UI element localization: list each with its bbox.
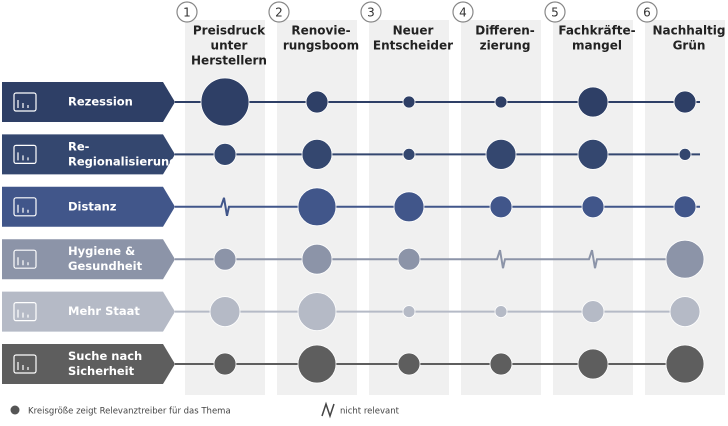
row-label: Suche nach	[68, 349, 142, 363]
relevance-circle	[665, 344, 705, 384]
relevance-circle	[673, 90, 697, 114]
relevance-circle	[581, 195, 605, 219]
legend-text: Kreisgröße zeigt Relevanztreiber für das…	[28, 407, 231, 417]
icon-detail	[17, 309, 29, 318]
row-label-box	[2, 82, 175, 122]
relevance-circle	[297, 292, 337, 332]
row-label-box	[2, 291, 175, 332]
column-number-badge	[360, 1, 382, 23]
relevance-circle	[665, 239, 705, 279]
icon-detail	[17, 257, 29, 266]
row-label-box	[2, 239, 175, 280]
row-label: Sicherheit	[68, 364, 135, 378]
icon-detail	[17, 152, 29, 161]
column-number: 1	[183, 6, 191, 20]
column-number: 6	[643, 6, 651, 20]
column-number-badge	[452, 1, 474, 23]
relevance-circle	[305, 90, 329, 114]
column-header: Preisdruck	[193, 24, 266, 38]
row-label-box	[2, 186, 175, 227]
relevance-circle	[494, 305, 508, 319]
column-header: mangel	[572, 39, 622, 53]
relevance-circle	[669, 296, 701, 328]
row-label: Mehr Staat	[68, 304, 140, 318]
not-relevant-mark	[491, 249, 511, 269]
relevance-circle	[209, 296, 241, 328]
icon-shape	[13, 197, 37, 217]
relevance-circle	[402, 95, 416, 109]
relevance-circle	[402, 305, 416, 319]
column-header: Herstellern	[191, 54, 267, 68]
column-header: Renovie-	[291, 24, 350, 38]
column-header: Grün	[673, 39, 706, 53]
column-header: unter	[211, 39, 248, 53]
relevance-circle	[673, 195, 697, 219]
not-relevant-mark	[583, 249, 603, 269]
legend-circle	[10, 405, 20, 415]
relevance-circle	[581, 300, 605, 324]
column-number: 3	[367, 6, 375, 20]
relevance-circle	[301, 243, 333, 275]
column-header: Nachhaltig	[653, 24, 726, 38]
column-number: 2	[275, 6, 283, 20]
icon-detail	[17, 362, 29, 370]
relevance-circle	[489, 195, 513, 219]
relevance-circle	[393, 191, 425, 223]
relevance-circle	[577, 138, 609, 170]
icon-shape	[13, 302, 37, 322]
row-label: Re-	[68, 139, 90, 153]
relevance-circle	[297, 187, 337, 227]
row-icon	[13, 302, 37, 322]
relevance-circle	[213, 247, 237, 271]
relevance-circle	[678, 147, 692, 161]
column-header: Fachkräfte-	[558, 24, 635, 38]
row-label: Distanz	[68, 199, 117, 213]
icon-detail	[17, 204, 29, 213]
row-label: Hygiene &	[68, 244, 135, 258]
legend-text: nicht relevant	[340, 407, 400, 417]
icon-detail	[17, 100, 29, 108]
row-label: Rezession	[68, 95, 133, 109]
row-icon	[13, 197, 37, 217]
column-header: zierung	[480, 39, 531, 53]
relevance-circle	[485, 138, 517, 170]
row-icon	[13, 354, 37, 374]
relevance-circle	[397, 352, 421, 376]
icon-shape	[13, 249, 37, 269]
row-label: Gesundheit	[68, 259, 143, 273]
relevance-circle	[397, 247, 421, 271]
relevance-circle	[489, 352, 513, 376]
relevance-circle	[297, 344, 337, 384]
not-relevant-mark	[215, 197, 235, 217]
column-number-badge	[636, 1, 658, 23]
relevance-circle	[577, 86, 609, 118]
column-header: Entscheider	[373, 39, 453, 53]
column-number-badge	[268, 1, 290, 23]
legend-zigzag	[321, 401, 335, 419]
row-label-box	[2, 134, 175, 175]
row-icon	[13, 249, 37, 269]
icon-shape	[13, 92, 37, 112]
column-header: rungsboom	[283, 39, 359, 53]
column-number: 5	[551, 6, 559, 20]
relevance-circle	[577, 348, 609, 380]
row-label-box	[2, 344, 175, 384]
row-label: Regionalisierung	[68, 154, 177, 168]
icon-shape	[13, 144, 37, 164]
relevance-circle	[213, 352, 237, 376]
relevance-circle	[402, 147, 416, 161]
column-header: Neuer	[393, 24, 434, 38]
column-number-badge	[544, 1, 566, 23]
relevance-circle	[200, 77, 250, 127]
column-header: Differen-	[475, 24, 535, 38]
column-number-badge	[176, 1, 198, 23]
relevance-circle	[494, 95, 508, 109]
icon-shape	[13, 354, 37, 374]
relevance-circle	[301, 138, 333, 170]
row-icon	[13, 144, 37, 164]
row-icon	[13, 92, 37, 112]
column-number: 4	[459, 6, 467, 20]
relevance-circle	[213, 142, 237, 166]
